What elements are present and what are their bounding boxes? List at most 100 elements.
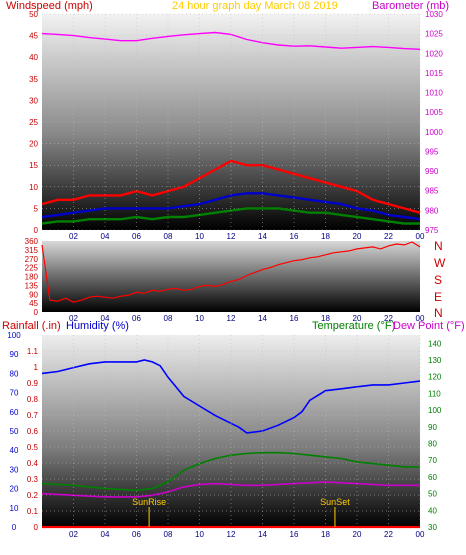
x-tick-panel1-2: 06 (132, 232, 141, 241)
tick-label-baro-7: 1010 (425, 89, 443, 98)
tick-label-temp-7: 100 (428, 406, 442, 415)
x-tick-panel1-8: 18 (321, 232, 330, 241)
tick-label-baro-0: 975 (425, 226, 439, 235)
tick-label-baro-11: 1030 (425, 10, 443, 19)
x-tick-panel1-0: 02 (69, 232, 78, 241)
annotation-label-1: SunSet (320, 497, 350, 507)
tick-label-wind-10: 50 (29, 10, 38, 19)
x-tick-panel2-3: 08 (164, 314, 173, 323)
tick-label-temp-5: 80 (428, 440, 437, 449)
tick-label-dir-3: 135 (25, 281, 39, 290)
tick-label-humidity-6: 60 (10, 408, 19, 417)
tick-label-rain-8: 0.8 (27, 395, 39, 404)
x-tick-panel1-5: 12 (227, 232, 236, 241)
tick-label-dir-2: 90 (29, 290, 38, 299)
x-tick-panel2-0: 02 (69, 314, 78, 323)
tick-label-baro-10: 1025 (425, 30, 443, 39)
x-tick-panel2-2: 06 (132, 314, 141, 323)
tick-label-wind-1: 5 (34, 204, 39, 213)
tick-label-baro-5: 1000 (425, 128, 443, 137)
x-tick-panel1-9: 20 (353, 232, 362, 241)
tick-label-rain-5: 0.5 (27, 443, 39, 452)
tick-label-dir-8: 360 (25, 237, 39, 246)
series-line-panel3-1 (41, 451, 420, 492)
tick-label-humidity-8: 80 (10, 369, 19, 378)
x-tick-panel1-1: 04 (101, 232, 110, 241)
x-tick-panel2-7: 16 (290, 314, 299, 323)
x-tick-panel3-8: 18 (321, 530, 330, 539)
tick-label-rain-7: 0.7 (27, 411, 39, 420)
x-tick-panel1-11: 00 (416, 232, 425, 241)
tick-label-temp-0: 30 (428, 523, 437, 532)
x-tick-panel2-10: 22 (384, 314, 393, 323)
rainfall-axis-label: Rainfall (.in) (2, 320, 61, 332)
tick-label-wind-8: 40 (29, 53, 38, 62)
tick-label-humidity-2: 20 (10, 485, 19, 494)
tick-label-wind-4: 20 (29, 140, 38, 149)
tick-label-wind-6: 30 (29, 96, 38, 105)
tick-label-humidity-7: 70 (10, 389, 19, 398)
barometer-axis-label: Barometer (mb) (372, 0, 450, 12)
tick-label-rain-3: 0.3 (27, 475, 39, 484)
panel-wind-direction (42, 241, 420, 312)
tick-label-rain-0: 0 (34, 523, 39, 532)
tick-label-rain-1: 0.1 (27, 507, 39, 516)
tick-label-baro-8: 1015 (425, 69, 443, 78)
tick-label-humidity-9: 90 (10, 350, 19, 359)
x-tick-panel1-6: 14 (258, 232, 267, 241)
tick-label-humidity-3: 30 (10, 465, 19, 474)
tick-label-rain-2: 0.2 (27, 491, 39, 500)
x-tick-panel3-9: 20 (353, 530, 362, 539)
x-tick-panel3-1: 04 (101, 530, 110, 539)
tick-label-dir-6: 270 (25, 255, 39, 264)
series-line-panel1-2 (41, 192, 421, 221)
tick-label-baro-2: 985 (425, 187, 439, 196)
tick-label-wind-0: 0 (34, 226, 39, 235)
x-tick-panel2-11: 00 (416, 314, 425, 323)
x-tick-panel1-7: 16 (290, 232, 299, 241)
tick-label-temp-3: 60 (428, 473, 437, 482)
series-line-panel3-2 (41, 481, 420, 498)
x-tick-panel3-6: 14 (258, 530, 267, 539)
tick-label-rain-9: 0.9 (27, 379, 39, 388)
tick-label-temp-8: 110 (428, 389, 441, 398)
series-line-panel2-0 (41, 241, 421, 303)
windspeed-axis-label: Windspeed (mph) (6, 0, 93, 12)
x-tick-panel1-4: 10 (195, 232, 204, 241)
x-tick-panel3-2: 06 (132, 530, 141, 539)
tick-label-rain-10: 1 (34, 363, 39, 372)
tick-label-wind-2: 10 (29, 183, 38, 192)
tick-label-baro-4: 995 (425, 147, 439, 156)
dir-label-e: E (434, 290, 443, 304)
tick-label-temp-2: 50 (428, 490, 437, 499)
annotation-label-0: SunRise (132, 497, 166, 507)
tick-label-dir-5: 225 (25, 264, 39, 273)
tick-label-baro-9: 1020 (425, 49, 443, 58)
dewpoint-axis-label: Dew Point (°F) (393, 320, 465, 332)
tick-label-dir-4: 180 (25, 273, 39, 282)
dir-label-s: S (434, 273, 443, 287)
tick-label-humidity-10: 100 (7, 331, 21, 340)
x-tick-panel3-7: 16 (290, 530, 299, 539)
tick-label-temp-10: 130 (428, 356, 442, 365)
tick-label-temp-4: 70 (428, 456, 437, 465)
x-tick-panel3-5: 12 (227, 530, 236, 539)
x-tick-panel3-0: 02 (69, 530, 78, 539)
tick-label-dir-7: 315 (25, 246, 39, 255)
tick-label-dir-0: 0 (34, 308, 39, 317)
tick-label-humidity-1: 10 (10, 504, 19, 513)
tick-label-wind-5: 25 (29, 118, 38, 127)
x-tick-panel2-8: 18 (321, 314, 330, 323)
humidity-axis-label: Humidity (%) (66, 320, 129, 332)
tick-label-baro-1: 980 (425, 206, 439, 215)
tick-label-wind-7: 35 (29, 75, 38, 84)
dir-label-n-bottom: N (434, 306, 443, 320)
temperature-axis-label: Temperature (°F) (312, 320, 396, 332)
x-tick-panel1-10: 22 (384, 232, 393, 241)
x-tick-panel2-4: 10 (195, 314, 204, 323)
tick-label-dir-1: 45 (29, 299, 38, 308)
tick-label-wind-3: 15 (29, 161, 38, 170)
x-tick-panel3-10: 22 (384, 530, 393, 539)
x-tick-panel2-9: 20 (353, 314, 362, 323)
